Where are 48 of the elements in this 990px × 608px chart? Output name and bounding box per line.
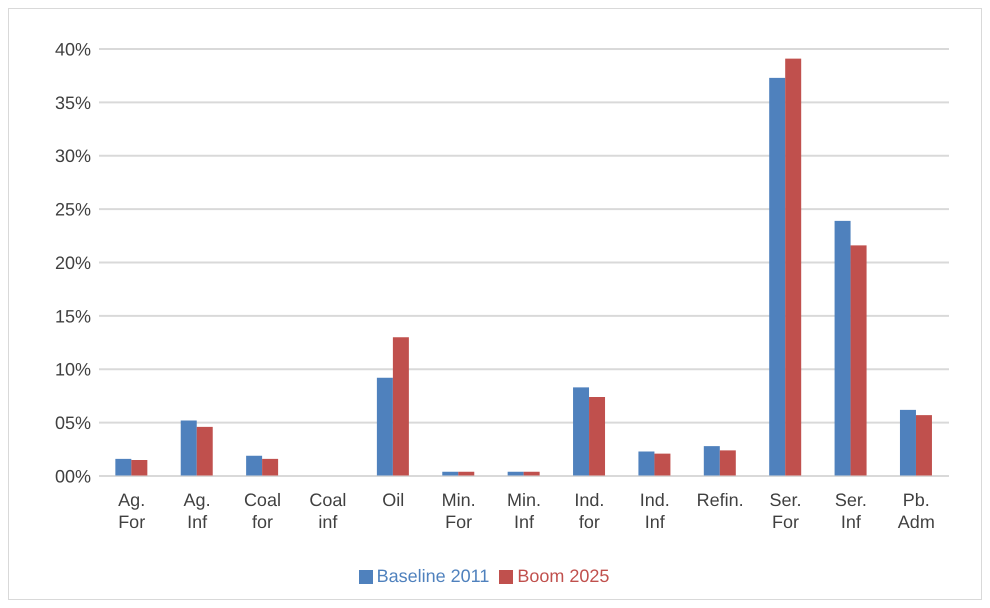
- bar: [850, 245, 867, 476]
- x-tick-label: Min. For: [442, 490, 476, 532]
- bar: [458, 472, 474, 476]
- y-tick-label: 20%: [54, 252, 91, 273]
- bar: [654, 454, 670, 476]
- bar: [524, 472, 540, 476]
- bar: [573, 387, 590, 476]
- y-tick-label: 15%: [54, 306, 91, 326]
- x-tick-label: Ag. For: [118, 490, 146, 532]
- x-tick-label: Coal inf: [309, 490, 346, 532]
- x-tick-label: Coal for: [244, 490, 281, 532]
- bar: [131, 460, 148, 476]
- bar: [785, 58, 802, 476]
- bar: [262, 458, 278, 476]
- bar: [720, 450, 736, 476]
- x-tick-label: Pb. Adm: [898, 490, 935, 532]
- bar: [834, 220, 851, 476]
- bar: [589, 397, 606, 476]
- legend-label: Boom 2025: [517, 566, 610, 586]
- bar: [246, 456, 262, 476]
- y-tick-label: 05%: [54, 413, 91, 434]
- bar: [376, 378, 393, 476]
- y-tick-label: 00%: [54, 466, 91, 486]
- x-tick-label: Ser. Inf: [834, 490, 867, 532]
- x-tick-label: Ind. Inf: [640, 490, 670, 532]
- bar: [704, 446, 720, 476]
- bar: [508, 472, 524, 476]
- bar: [115, 458, 132, 476]
- bar: [196, 426, 213, 476]
- x-tick-label: Min. Inf: [506, 490, 542, 532]
- bar: [180, 420, 197, 476]
- bar: [769, 78, 786, 476]
- bar: [392, 337, 409, 476]
- y-tick-label: 40%: [54, 39, 91, 60]
- y-tick-label: 25%: [54, 200, 91, 220]
- x-tick-label: Ag. Inf: [184, 490, 211, 532]
- bar: [442, 472, 458, 476]
- y-tick-label: 10%: [54, 360, 91, 380]
- x-tick-label: Ind. for: [574, 490, 604, 532]
- bar: [900, 410, 916, 476]
- x-tick-label: Oil: [382, 490, 404, 510]
- x-tick-label: Ser. For: [770, 490, 802, 532]
- bar: [916, 415, 932, 476]
- x-tick-label: Refin.: [696, 490, 744, 510]
- bar: [638, 451, 654, 476]
- y-tick-label: 30%: [54, 146, 91, 166]
- legend-label: Baseline 2011: [376, 566, 490, 586]
- y-tick-label: 35%: [54, 92, 91, 113]
